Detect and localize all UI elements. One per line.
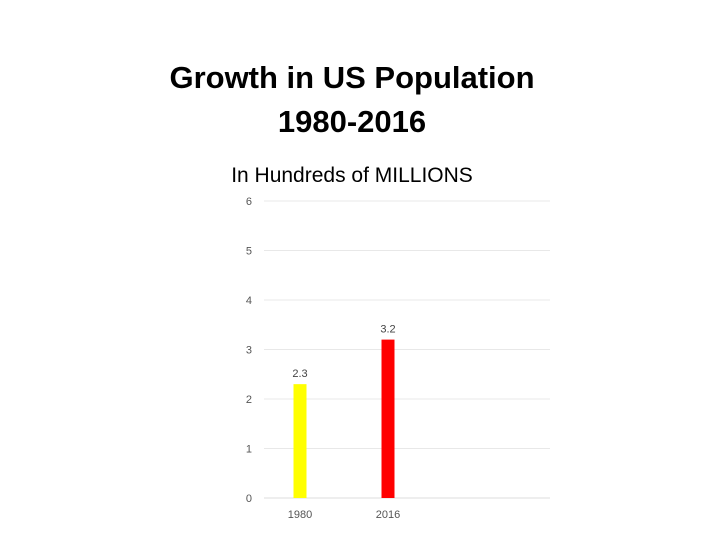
y-tick-label: 6	[246, 196, 252, 208]
data-label: 2.3	[292, 368, 307, 380]
chart-subtitle: In Hundreds of MILLIONS	[231, 164, 473, 187]
chart-title-years: 1980-2016	[277, 104, 427, 139]
data-label: 3.2	[380, 324, 395, 336]
y-tick-label: 2	[246, 394, 252, 406]
bar-1980	[293, 384, 307, 498]
y-tick-label: 0	[246, 493, 252, 505]
y-tick-label: 1	[246, 444, 252, 456]
y-tick-label: 5	[246, 246, 252, 258]
x-tick-label: 2016	[376, 509, 400, 521]
chart-title: Growth in US Population	[169, 60, 535, 95]
y-tick-label: 4	[246, 295, 252, 307]
y-tick-label: 3	[246, 345, 252, 357]
bar-2016	[381, 339, 395, 498]
x-tick-label: 1980	[288, 509, 312, 521]
